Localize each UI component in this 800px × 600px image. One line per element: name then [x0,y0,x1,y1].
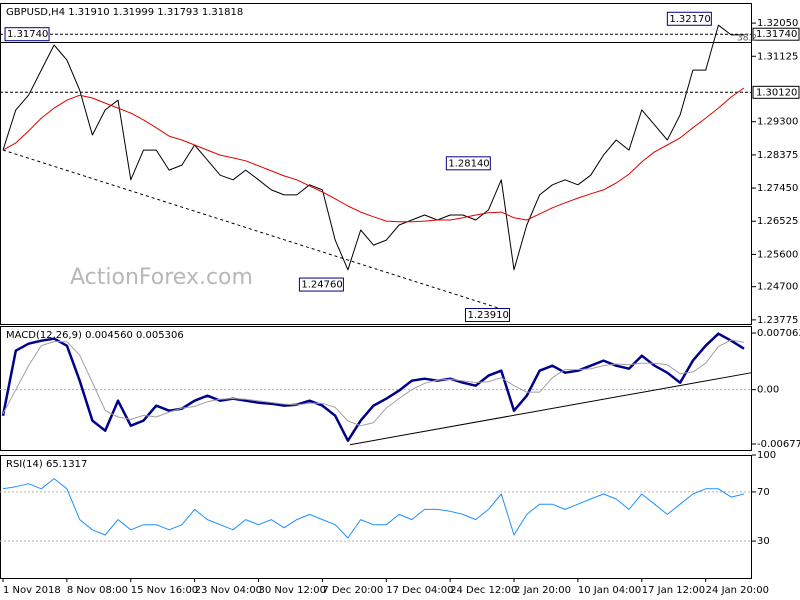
panel-title: RSI(14) 65.1317 [6,459,87,470]
panel-frame [0,455,752,579]
annotation: 1.31740 [7,29,48,40]
y-tick-label: 70 [757,487,770,498]
y-tick-label: 1.32050 [757,18,798,29]
y-tick-label: 0.00 [757,385,779,396]
trend-line [2,149,511,313]
price-label-box [752,85,800,99]
annotation: 1.32170 [669,14,710,25]
series-line [2,478,745,539]
annotation-box [666,11,712,26]
x-tick-label: 2 Jan 20:00 [514,585,571,596]
y-tick-label: 1.26525 [757,216,798,227]
series-line [2,87,745,223]
annotation: 1.24760 [301,280,342,291]
x-tick-label: 24 Jan 20:00 [706,585,769,596]
x-tick-label: 17 Dec 04:00 [386,585,453,596]
x-tick-label: 15 Nov 16:00 [131,585,198,596]
x-tick-label: 1 Nov 2018 [3,585,61,596]
annotation: 38.2 [737,34,757,44]
x-tick-label: 23 Nov 04:00 [195,585,262,596]
y-tick-label: 1.31125 [757,51,798,62]
annotation-box [298,277,344,292]
annotation-box [464,308,510,323]
x-tick-label: 30 Nov 12:00 [259,585,326,596]
annotation-box [445,156,491,171]
x-tick-label: 10 Jan 04:00 [578,585,641,596]
x-tick-label: 7 Dec 20:00 [322,585,383,596]
series-line [2,24,744,271]
y-tick-label: 1.28375 [757,150,798,161]
annotation-box [4,27,50,42]
price-label: 1.31740 [756,29,797,40]
y-tick-label: 1.29300 [757,117,798,128]
y-tick-label: 1.25600 [757,249,798,260]
trend-line [349,372,752,446]
series-line [2,339,745,427]
annotation: 1.23910 [467,310,508,321]
panel-frame [0,3,752,325]
watermark: ActionForex.com [70,265,253,290]
y-tick-label: 1.23775 [757,315,798,326]
x-tick-label: 8 Nov 08:00 [67,585,128,596]
y-tick-label: 30 [757,536,770,547]
annotation: 1.28140 [448,158,489,169]
y-tick-label: 1.24700 [757,282,798,293]
y-tick-label: 100 [757,450,776,461]
y-tick-label: 0.007063 [757,328,800,339]
panel-frame [0,326,752,451]
price-label-box [752,27,800,41]
y-tick-label: -0.006774 [757,439,800,450]
x-tick-label: 17 Jan 12:00 [642,585,705,596]
price-label: 1.30120 [756,87,797,98]
x-tick-label: 24 Dec 12:00 [450,585,517,596]
series-line [1,332,745,442]
panel-title: MACD(12,26,9) 0.004560 0.005306 [6,330,184,341]
panel-title: GBPUSD,H4 1.31910 1.31999 1.31793 1.3181… [6,7,243,18]
y-tick-label: 1.27450 [757,183,798,194]
